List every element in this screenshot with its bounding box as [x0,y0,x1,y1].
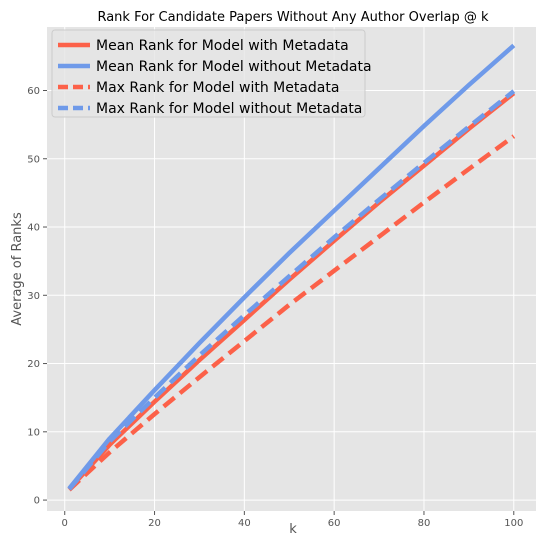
series-line-3 [67,134,516,492]
y-axis-ticks: 0 10 20 30 40 50 60 [27,86,47,507]
series-lines [67,43,516,492]
x-axis-ticks: 0 20 40 60 80 100 [62,511,523,529]
legend-label-4: Max Rank for Model without Metadata [96,101,362,117]
legend-label-2: Mean Rank for Model without Metadata [96,59,372,75]
x-axis-label: k [289,522,297,536]
x-tick-label: 80 [418,518,431,529]
chart-title: Rank For Candidate Papers Without Any Au… [97,10,489,25]
y-tick-label: 60 [27,86,40,97]
legend-box [51,29,366,118]
legend-label-3: Max Rank for Model with Metadata [96,80,339,96]
series-line-4 [67,89,516,491]
y-tick-label: 20 [27,359,40,370]
x-tick-label: 20 [148,518,161,529]
x-tick-label: 60 [328,518,341,529]
y-tick-label: 50 [27,154,40,165]
series-line-2 [67,43,516,490]
y-tick-label: 30 [27,291,40,302]
y-tick-label: 0 [34,496,40,507]
legend-label-1: Mean Rank for Model with Metadata [96,38,349,54]
x-tick-label: 0 [62,518,68,529]
y-tick-label: 10 [27,427,40,438]
x-tick-label: 40 [238,518,251,529]
legend: Mean Rank for Model with Metadata Mean Ra… [51,29,372,118]
y-axis-label: Average of Ranks [10,212,25,326]
y-tick-label: 40 [27,223,40,234]
series-line-1 [67,91,516,491]
x-tick-label: 100 [504,518,523,529]
